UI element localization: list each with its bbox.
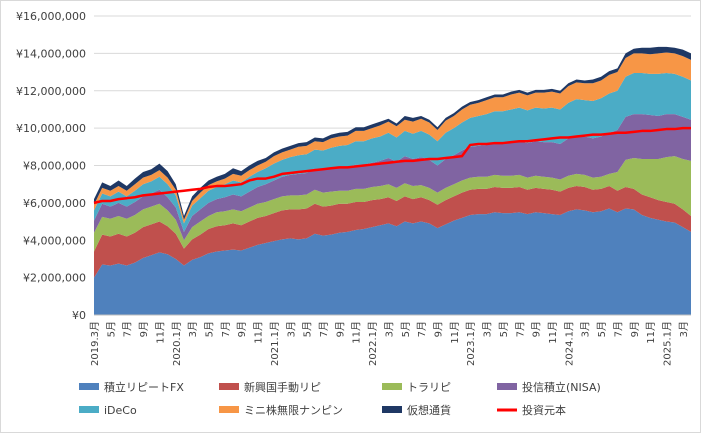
y-tick-label: ¥2,000,000 <box>23 272 86 285</box>
legend-label: 投信積立(NISA) <box>522 380 601 394</box>
area-series <box>94 208 691 315</box>
x-tick-label: 9月 <box>236 321 248 337</box>
legend-swatch <box>382 383 402 390</box>
x-tick-label: 11月 <box>154 321 166 344</box>
x-tick-label: 9月 <box>432 321 444 337</box>
x-tick-label: 5月 <box>203 321 215 337</box>
x-tick-label: 5月 <box>302 321 314 337</box>
x-tick-label: 7月 <box>122 321 134 337</box>
x-tick-label: 9月 <box>629 321 641 337</box>
x-tick-label: 2020.1月 <box>171 321 183 366</box>
x-tick-label: 7月 <box>612 321 624 337</box>
legend-label: 新興国手動リピ <box>244 380 321 394</box>
x-tick-label: 7月 <box>514 321 526 337</box>
y-tick-label: ¥6,000,000 <box>23 197 86 210</box>
legend-label: 仮想通貨 <box>407 403 451 417</box>
area-series <box>94 46 691 220</box>
stacked-areas <box>94 46 691 315</box>
area-series <box>94 114 691 241</box>
x-tick-label: 2019.3月 <box>89 321 101 366</box>
y-tick-label: ¥0 <box>72 309 86 322</box>
legend-label: iDeCo <box>104 404 137 417</box>
x-tick-label: 7月 <box>318 321 330 337</box>
x-tick-label: 7月 <box>220 321 232 337</box>
x-tick-label: 9月 <box>334 321 346 337</box>
area-series <box>94 186 691 278</box>
x-tick-label: 5月 <box>105 321 117 337</box>
y-axis: ¥0 ¥2,000,000 ¥4,000,000 ¥6,000,000 ¥8,000,0… <box>16 10 86 322</box>
x-tick-label: 3月 <box>482 321 494 337</box>
x-tick-label: 3月 <box>383 321 395 337</box>
x-tick-label: 11月 <box>253 321 265 344</box>
area-series <box>94 73 691 232</box>
principal-line <box>93 126 691 205</box>
area-series <box>94 52 691 224</box>
y-tick-label: ¥10,000,000 <box>16 122 86 135</box>
x-tick-label: 11月 <box>351 321 363 344</box>
x-tick-label: 2025.1月 <box>661 321 673 366</box>
x-tick-label: 3月 <box>678 321 690 337</box>
x-tick-label: 7月 <box>416 321 428 337</box>
x-tick-label: 2024.1月 <box>563 321 575 366</box>
x-tick-label: 5月 <box>596 321 608 337</box>
legend-label: ミニ株無限ナンピン <box>244 403 343 417</box>
x-tick-label: 9月 <box>531 321 543 337</box>
x-tick-label: 2022.1月 <box>367 321 379 366</box>
y-tick-label: ¥8,000,000 <box>23 160 86 173</box>
legend-swatch <box>219 406 239 413</box>
x-tick-label: 11月 <box>547 321 559 344</box>
x-tick-label: 11月 <box>449 321 461 344</box>
legend-swatch <box>79 406 99 413</box>
legend-swatch <box>219 383 239 390</box>
legend-label: 積立リピートFX <box>104 380 184 394</box>
x-tick-label: 2023.1月 <box>465 321 477 366</box>
y-tick-label: ¥16,000,000 <box>16 10 86 23</box>
x-tick-label: 2021.1月 <box>269 321 281 366</box>
x-tick-label: 11月 <box>645 321 657 344</box>
line-series <box>93 126 691 205</box>
legend: 積立リピートFX 新興国手動リピ トラリピ 投信積立(NISA) iDeCo ミニ株無限ナ… <box>79 380 601 417</box>
legend-swatch <box>382 406 402 413</box>
x-tick-label: 3月 <box>580 321 592 337</box>
y-tick-label: ¥12,000,000 <box>16 85 86 98</box>
x-tick-label: 3月 <box>285 321 297 337</box>
y-tick-label: ¥14,000,000 <box>16 47 86 60</box>
legend-swatch <box>79 383 99 390</box>
legend-swatch <box>497 383 517 390</box>
x-axis: 2019.3月 5月 7月 9月 11月 2020.1月 3月 5月 7月 9月 11月 2021.1… <box>89 314 691 366</box>
area-series <box>94 156 691 252</box>
x-tick-label: 5月 <box>498 321 510 337</box>
x-tick-label: 3月 <box>187 321 199 337</box>
legend-label: トラリピ <box>407 381 451 394</box>
x-tick-label: 5月 <box>400 321 412 337</box>
y-tick-label: ¥4,000,000 <box>23 234 86 247</box>
legend-label: 投資元本 <box>522 403 566 417</box>
x-tick-label: 9月 <box>138 321 150 337</box>
